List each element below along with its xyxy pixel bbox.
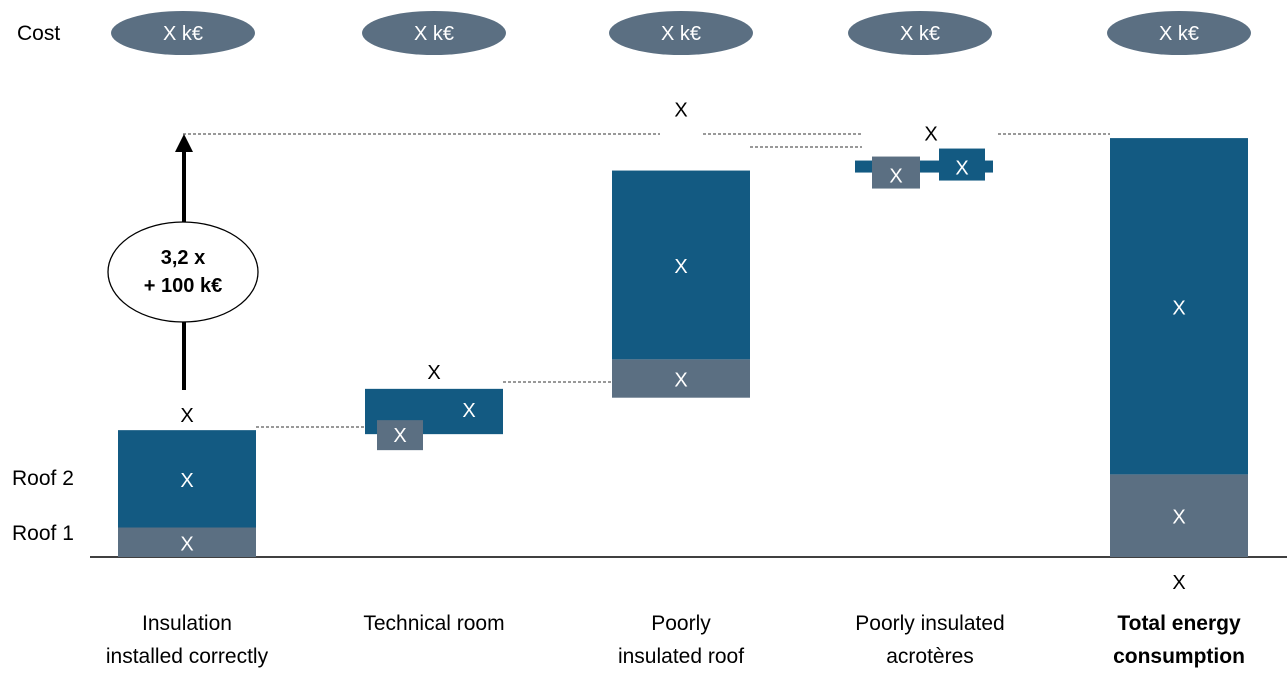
category-label: Technical room [363, 612, 504, 635]
category-label: consumption [1113, 645, 1245, 668]
bar-total-label: X [180, 405, 193, 427]
callout-line1: 3,2 x [161, 247, 205, 269]
bar-roof1-label: X [674, 370, 687, 392]
cost-pill-value: X k€ [163, 23, 203, 45]
legend-roof1: Roof 1 [12, 522, 74, 545]
bar-roof2-label: X [462, 400, 475, 422]
cost-pill [1107, 11, 1251, 55]
bar-roof1-label: X [889, 166, 902, 188]
bar-total-label: X [1172, 572, 1185, 594]
bar-roof1 [612, 359, 750, 398]
bar-roof2-label: X [674, 256, 687, 278]
cost-pill [111, 11, 255, 55]
cost-pill-value: X k€ [414, 23, 454, 45]
cost-row-label: Cost [17, 22, 60, 45]
category-label: installed correctly [106, 645, 269, 668]
bar-roof2 [118, 430, 256, 528]
bar-roof1 [377, 420, 423, 451]
category-label: Poorly [651, 612, 711, 635]
bar-roof2-label: X [1172, 297, 1185, 319]
cost-pill-value: X k€ [1159, 23, 1199, 45]
legend-roof2: Roof 2 [12, 467, 74, 490]
cost-pill [848, 11, 992, 55]
category-label: Total energy [1117, 612, 1241, 635]
cost-pill-value: X k€ [661, 23, 701, 45]
bar-roof1-label: X [180, 533, 193, 555]
bar-roof1 [118, 527, 256, 557]
category-label: insulated roof [618, 645, 744, 668]
growth-arrowhead [175, 134, 193, 152]
bar-roof1 [1110, 474, 1248, 557]
bar-roof2-label: X [180, 470, 193, 492]
bar-total-label: X [924, 124, 937, 146]
category-label: Insulation [142, 612, 232, 635]
category-label: acrotères [886, 645, 974, 668]
bar-roof2 [1110, 138, 1248, 475]
cost-pill [362, 11, 506, 55]
cost-pill [609, 11, 753, 55]
bar-roof2 [939, 148, 985, 181]
callout-line2: + 100 k€ [144, 275, 222, 297]
bar-total-label: X [427, 362, 440, 384]
callout-ellipse [107, 221, 259, 323]
bar-roof1 [872, 156, 920, 189]
bar-total-label: X [674, 100, 687, 122]
bar-roof1-label: X [1172, 507, 1185, 529]
bar-roof2 [612, 170, 750, 360]
bar-roof1-label: X [393, 425, 406, 447]
cost-pill-value: X k€ [900, 23, 940, 45]
bar-roof2-label: X [955, 158, 968, 180]
category-label: Poorly insulated [855, 612, 1004, 635]
